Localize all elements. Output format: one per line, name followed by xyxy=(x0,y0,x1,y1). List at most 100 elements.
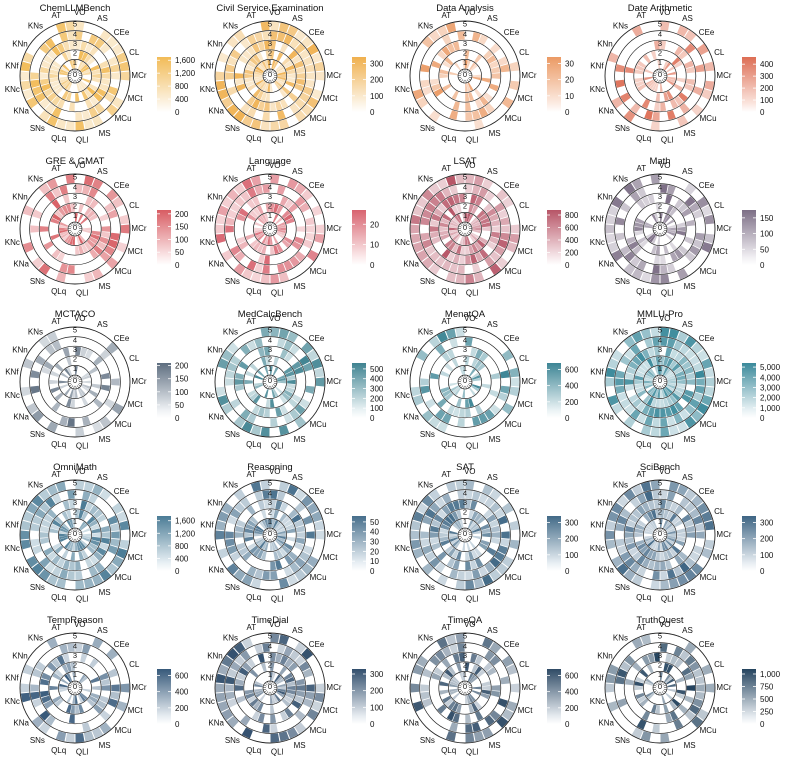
heat-cell xyxy=(301,563,314,575)
heat-cell xyxy=(294,366,304,375)
heat-cell xyxy=(240,715,251,726)
heat-cell xyxy=(260,21,270,31)
heat-cell xyxy=(96,241,107,250)
heat-cell xyxy=(684,642,697,654)
heat-cell xyxy=(673,366,683,375)
heat-cell xyxy=(669,251,679,262)
heat-cell xyxy=(244,69,254,75)
heat-cell xyxy=(270,327,280,337)
center-tick xyxy=(663,229,667,232)
heat-cell xyxy=(465,408,472,418)
heat-cell xyxy=(655,704,660,714)
heat-cell xyxy=(38,263,51,275)
ring-circle xyxy=(409,326,521,438)
center-tick xyxy=(658,691,660,695)
heat-cell xyxy=(246,413,257,424)
heat-cell xyxy=(111,502,124,515)
heat-cell xyxy=(217,664,229,675)
axis-label: KNs xyxy=(28,328,43,337)
heat-cell xyxy=(450,219,459,226)
heat-cell xyxy=(483,203,493,213)
heat-cell xyxy=(295,525,306,533)
heat-cell xyxy=(45,497,56,508)
heat-cell xyxy=(676,689,686,695)
heat-cell xyxy=(241,421,253,433)
heat-cell xyxy=(455,398,462,408)
heat-cell xyxy=(655,509,660,519)
heat-cell xyxy=(489,83,499,92)
heat-cell xyxy=(701,664,713,675)
heat-cell xyxy=(472,535,481,540)
heat-cell xyxy=(51,199,61,210)
heat-cell xyxy=(294,196,306,207)
heat-cell xyxy=(471,243,479,253)
axis-label: KNa xyxy=(403,566,419,575)
heat-cell xyxy=(465,255,472,265)
panel-title: TempReason xyxy=(47,615,103,626)
ring-circle xyxy=(48,49,102,103)
heat-cell xyxy=(274,521,281,530)
heat-cell xyxy=(684,416,697,428)
heat-cell xyxy=(88,34,99,45)
heat-cell xyxy=(56,251,66,262)
heat-cell xyxy=(274,693,281,702)
heat-cell xyxy=(59,231,69,236)
heat-cell xyxy=(684,519,694,528)
heat-cell xyxy=(474,666,483,676)
heat-cell xyxy=(91,536,101,542)
heat-cell xyxy=(449,227,458,231)
axis-label: MCt xyxy=(128,706,143,715)
heat-cell xyxy=(472,110,481,120)
heat-cell xyxy=(650,580,660,590)
axis-label: MS xyxy=(294,588,306,597)
ring-circle xyxy=(643,59,677,93)
axis-label: VO xyxy=(464,467,476,476)
heat-cell xyxy=(276,537,286,542)
heat-cell xyxy=(442,672,452,681)
axis-label: CEe xyxy=(114,28,130,37)
heat-cell xyxy=(75,31,83,41)
ring-label: 3 xyxy=(73,498,77,507)
heat-cell xyxy=(669,98,679,109)
axis-label: CEe xyxy=(309,640,325,649)
heat-cell xyxy=(77,61,84,70)
ring-circle xyxy=(224,642,316,734)
heat-cell xyxy=(234,251,246,262)
heat-cell xyxy=(262,643,270,653)
center-tick xyxy=(72,222,74,226)
heat-cell xyxy=(644,535,653,540)
axis-label: MS xyxy=(684,282,696,291)
axis-label: KNc xyxy=(200,544,215,553)
heat-cell xyxy=(45,344,56,355)
legend-colorbar xyxy=(547,363,561,418)
center-tick xyxy=(658,385,660,389)
axis-label: KNa xyxy=(13,566,29,575)
heat-cell xyxy=(256,205,264,215)
heat-cell xyxy=(666,231,676,236)
heat-cell xyxy=(89,248,99,259)
heat-cell xyxy=(644,110,653,120)
heat-cell xyxy=(462,60,465,69)
heat-cell xyxy=(294,502,306,513)
ring-label: 1 xyxy=(463,517,467,526)
heat-cell xyxy=(435,191,446,202)
heat-cell xyxy=(425,398,436,409)
center-tick xyxy=(78,229,82,232)
axis-label: QLq xyxy=(636,134,651,143)
heat-cell xyxy=(465,356,470,366)
heat-cell xyxy=(666,528,676,533)
heat-cell xyxy=(489,710,501,721)
heat-cell xyxy=(96,547,107,556)
heat-cell xyxy=(452,653,460,663)
axis-label: CEe xyxy=(699,640,715,649)
ring-circle xyxy=(633,355,687,409)
heat-cell xyxy=(667,263,676,273)
center-tick xyxy=(72,528,74,532)
center-tick xyxy=(69,231,72,234)
heat-cell xyxy=(459,236,464,245)
panel-title: Data Analysis xyxy=(436,3,494,14)
ring-circle xyxy=(604,326,716,438)
heat-cell xyxy=(435,562,446,573)
ring-label: 0 xyxy=(73,70,77,79)
ring-label: 3 xyxy=(463,192,467,201)
